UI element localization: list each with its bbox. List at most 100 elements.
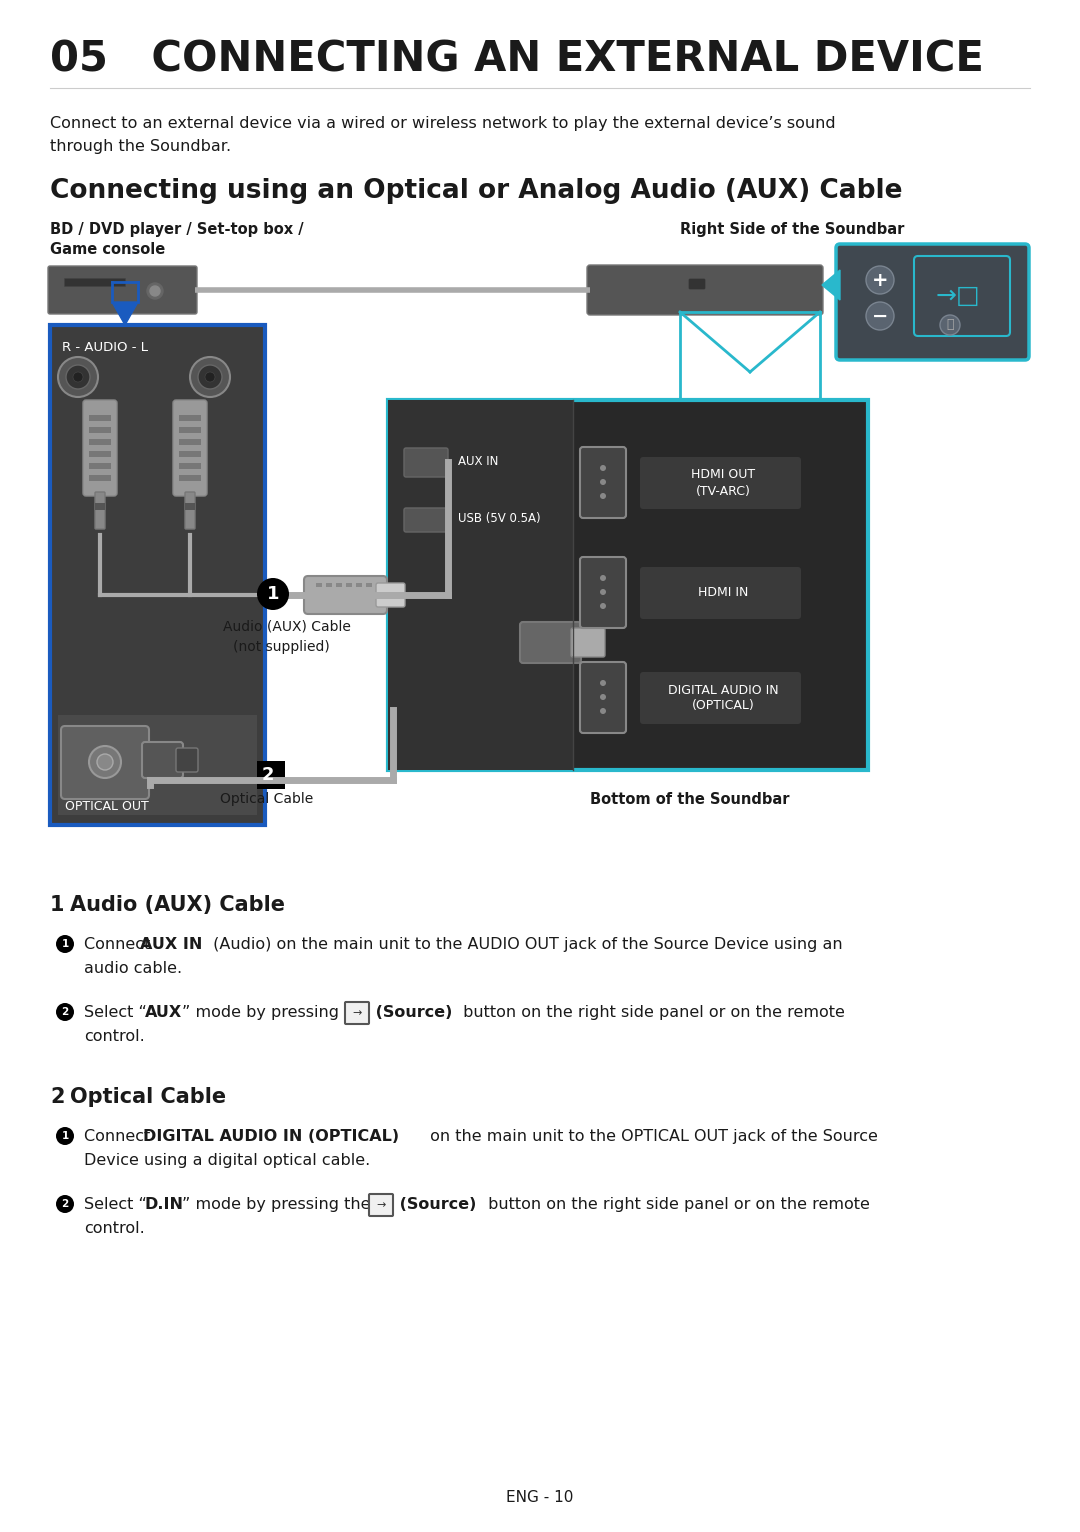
Text: 2: 2 [50, 1088, 65, 1108]
Polygon shape [822, 270, 840, 300]
Text: HDMI OUT
(TV-ARC): HDMI OUT (TV-ARC) [691, 469, 755, 498]
Text: Connecting using an Optical or Analog Audio (AUX) Cable: Connecting using an Optical or Analog Au… [50, 178, 903, 204]
FancyBboxPatch shape [48, 267, 197, 314]
Text: Connect: Connect [84, 1129, 156, 1144]
Text: →: → [376, 1200, 386, 1210]
Text: Bottom of the Soundbar: Bottom of the Soundbar [590, 792, 789, 807]
Text: 1: 1 [62, 939, 69, 948]
FancyBboxPatch shape [346, 584, 352, 587]
Text: 2: 2 [261, 766, 274, 784]
FancyBboxPatch shape [83, 400, 117, 496]
FancyBboxPatch shape [836, 244, 1029, 360]
Text: Select “: Select “ [84, 1005, 147, 1020]
Circle shape [600, 694, 606, 700]
FancyBboxPatch shape [176, 748, 198, 772]
Circle shape [56, 1128, 75, 1144]
FancyBboxPatch shape [65, 279, 125, 286]
FancyBboxPatch shape [388, 400, 573, 771]
Text: Audio (AUX) Cable: Audio (AUX) Cable [222, 620, 351, 634]
FancyBboxPatch shape [519, 622, 581, 663]
Text: (Source): (Source) [394, 1196, 476, 1212]
Circle shape [600, 588, 606, 594]
Text: (not supplied): (not supplied) [233, 640, 329, 654]
Text: R - AUDIO - L: R - AUDIO - L [62, 342, 148, 354]
FancyBboxPatch shape [58, 715, 257, 815]
FancyBboxPatch shape [366, 584, 372, 587]
Circle shape [89, 746, 121, 778]
FancyBboxPatch shape [179, 427, 201, 434]
Circle shape [600, 466, 606, 470]
FancyBboxPatch shape [89, 415, 111, 421]
FancyBboxPatch shape [95, 502, 105, 510]
FancyBboxPatch shape [185, 502, 195, 510]
FancyBboxPatch shape [179, 463, 201, 469]
FancyBboxPatch shape [316, 584, 322, 587]
Polygon shape [112, 302, 138, 325]
Text: Device using a digital optical cable.: Device using a digital optical cable. [84, 1154, 370, 1167]
Circle shape [205, 372, 215, 381]
FancyBboxPatch shape [640, 567, 801, 619]
Text: button on the right side panel or on the remote: button on the right side panel or on the… [483, 1196, 869, 1212]
FancyBboxPatch shape [141, 741, 183, 778]
Text: (Audio) on the main unit to the AUDIO OUT jack of the Source Device using an: (Audio) on the main unit to the AUDIO OU… [208, 938, 842, 951]
Circle shape [600, 574, 606, 581]
FancyBboxPatch shape [303, 576, 387, 614]
Circle shape [56, 1195, 75, 1213]
Text: ” mode by pressing the: ” mode by pressing the [183, 1196, 376, 1212]
FancyBboxPatch shape [404, 509, 448, 532]
Text: →: → [352, 1008, 362, 1017]
Circle shape [58, 357, 98, 397]
Circle shape [600, 493, 606, 499]
Text: ” mode by pressing: ” mode by pressing [183, 1005, 345, 1020]
Text: DIGITAL AUDIO IN
(OPTICAL): DIGITAL AUDIO IN (OPTICAL) [667, 683, 779, 712]
Text: audio cable.: audio cable. [84, 961, 183, 976]
Text: 1: 1 [50, 895, 65, 915]
Circle shape [940, 316, 960, 336]
Text: on the main unit to the OPTICAL OUT jack of the Source: on the main unit to the OPTICAL OUT jack… [426, 1129, 878, 1144]
Text: button on the right side panel or on the remote: button on the right side panel or on the… [458, 1005, 845, 1020]
Text: AUX: AUX [145, 1005, 183, 1020]
Circle shape [866, 302, 894, 329]
FancyBboxPatch shape [185, 492, 195, 529]
FancyBboxPatch shape [179, 450, 201, 457]
FancyBboxPatch shape [640, 673, 801, 725]
FancyBboxPatch shape [179, 440, 201, 444]
FancyBboxPatch shape [89, 463, 111, 469]
Text: 1: 1 [62, 1131, 69, 1141]
Circle shape [56, 1003, 75, 1020]
Text: (Source): (Source) [370, 1005, 453, 1020]
FancyBboxPatch shape [179, 475, 201, 481]
FancyBboxPatch shape [179, 415, 201, 421]
FancyBboxPatch shape [388, 400, 868, 771]
Circle shape [66, 365, 90, 389]
FancyBboxPatch shape [89, 427, 111, 434]
Text: control.: control. [84, 1221, 145, 1236]
FancyBboxPatch shape [60, 726, 149, 800]
Circle shape [600, 708, 606, 714]
FancyBboxPatch shape [89, 450, 111, 457]
Text: +: + [872, 271, 888, 290]
FancyBboxPatch shape [580, 662, 626, 732]
Text: 1: 1 [267, 585, 280, 604]
FancyBboxPatch shape [50, 325, 265, 826]
Circle shape [73, 372, 83, 381]
Text: D.IN: D.IN [145, 1196, 184, 1212]
Text: Game console: Game console [50, 242, 165, 257]
FancyBboxPatch shape [173, 400, 207, 496]
Text: Audio (AUX) Cable: Audio (AUX) Cable [70, 895, 285, 915]
FancyBboxPatch shape [369, 1193, 393, 1216]
Text: Right Side of the Soundbar: Right Side of the Soundbar [680, 222, 904, 237]
FancyBboxPatch shape [580, 447, 626, 518]
FancyBboxPatch shape [914, 256, 1010, 336]
Circle shape [600, 480, 606, 486]
Circle shape [56, 935, 75, 953]
Text: −: − [872, 306, 888, 325]
Text: ENG - 10: ENG - 10 [507, 1491, 573, 1504]
Text: Optical Cable: Optical Cable [70, 1088, 226, 1108]
FancyBboxPatch shape [404, 447, 448, 476]
FancyBboxPatch shape [588, 265, 823, 316]
Text: BD / DVD player / Set-top box /: BD / DVD player / Set-top box / [50, 222, 303, 237]
Text: 05   CONNECTING AN EXTERNAL DEVICE: 05 CONNECTING AN EXTERNAL DEVICE [50, 38, 984, 81]
Circle shape [150, 286, 160, 296]
Text: DIGITAL AUDIO IN (OPTICAL): DIGITAL AUDIO IN (OPTICAL) [143, 1129, 400, 1144]
